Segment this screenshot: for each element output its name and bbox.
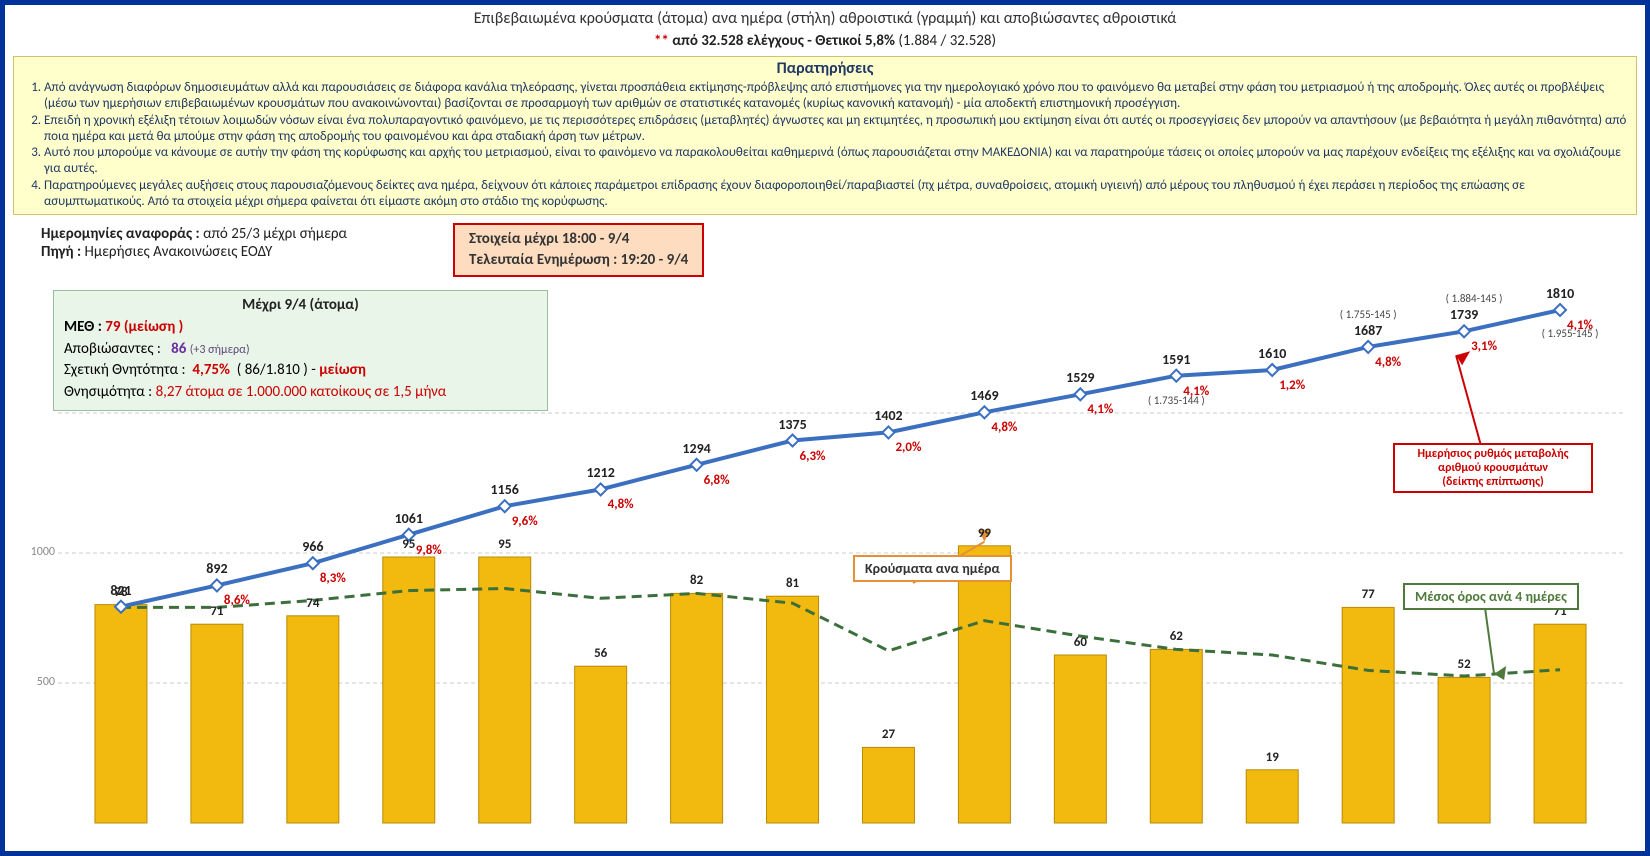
source-label: Πηγή : bbox=[41, 243, 81, 261]
pct-label: 2,0% bbox=[895, 440, 921, 455]
meta-row: Ημερομηνίες αναφοράς : από 25/3 μέχρι σή… bbox=[13, 223, 1637, 283]
cumulative-label: 821 bbox=[110, 582, 131, 599]
note-item: Επειδή η χρονική εξέλιξη τέτοιων λοιμωδώ… bbox=[44, 113, 1628, 146]
stats-box: Μέχρι 9/4 (άτομα) ΜΕΘ : 79 (μείωση ) Απο… bbox=[53, 290, 548, 411]
bar-value-label: 62 bbox=[1170, 629, 1183, 644]
stats-relmort: Σχετική Θνητότητα : 4,75% ( 86/1.810 ) -… bbox=[64, 360, 537, 382]
status-box: Στοιχεία μέχρι 18:00 - 9/4 Τελευταία Ενη… bbox=[453, 223, 704, 277]
bar-value-label: 95 bbox=[498, 537, 511, 552]
cumulative-label: 1469 bbox=[970, 387, 998, 404]
top-subtitle: ** από 32.528 ελέγχους - Θετικοί 5,8% (1… bbox=[13, 32, 1637, 50]
deaths-label: Αποβιώσαντες : bbox=[64, 340, 161, 358]
dates-label: Ημερομηνίες αναφοράς : bbox=[41, 225, 200, 243]
cumulative-label: 892 bbox=[206, 560, 227, 577]
pct-label: 6,3% bbox=[800, 449, 826, 464]
pct-label: 4,8% bbox=[1375, 355, 1401, 370]
meth-label: ΜΕΘ : bbox=[64, 318, 102, 336]
status-line-1: Στοιχεία μέχρι 18:00 - 9/4 bbox=[469, 229, 688, 250]
cumulative-label: 966 bbox=[302, 538, 323, 555]
tuple-label: ( 1.884-145 ) bbox=[1446, 292, 1503, 305]
pct-label: 8,3% bbox=[320, 571, 346, 586]
cumulative-label: 1739 bbox=[1450, 306, 1478, 323]
meth-value: 79 (μείωση ) bbox=[105, 318, 183, 336]
pct-label: 8,6% bbox=[224, 593, 250, 608]
bar-value-label: 71 bbox=[210, 604, 223, 619]
relmort-label: Σχετική Θνητότητα : bbox=[64, 361, 186, 379]
bar-value-label: 19 bbox=[1266, 750, 1279, 765]
bar-value-label: 56 bbox=[594, 646, 607, 661]
bar-value-label: 52 bbox=[1458, 657, 1471, 672]
source-value: Ημερήσιες Ανακοινώσεις ΕΟΔΥ bbox=[85, 243, 273, 261]
dates-value: από 25/3 μέχρι σήμερα bbox=[203, 225, 347, 243]
notes-list: Από ανάγνωση διαφόρων δημοσιευμάτων αλλά… bbox=[22, 80, 1628, 210]
bar-value-label: 81 bbox=[786, 576, 799, 591]
stats-deaths: Αποβιώσαντες : 86 (+3 σήμερα) bbox=[64, 339, 537, 361]
relmort-calc: ( 86/1.810 ) - bbox=[237, 361, 316, 379]
pct-label: 4,8% bbox=[991, 420, 1017, 435]
notes-title: Παρατηρήσεις bbox=[22, 59, 1628, 78]
notes-box: Παρατηρήσεις Από ανάγνωση διαφόρων δημοσ… bbox=[13, 56, 1637, 215]
mort-label: Θνησιμότητα : bbox=[64, 383, 152, 401]
tuple-label: ( 1.755-145 ) bbox=[1340, 308, 1397, 321]
cumulative-label: 1375 bbox=[778, 416, 806, 433]
cumulative-label: 1294 bbox=[682, 440, 710, 457]
note-item: Αυτό που μπορούμε να κάνουμε σε αυτήν τη… bbox=[44, 145, 1628, 178]
dates-line: Ημερομηνίες αναφοράς : από 25/3 μέχρι σή… bbox=[41, 225, 347, 243]
dates-block: Ημερομηνίες αναφοράς : από 25/3 μέχρι σή… bbox=[41, 225, 347, 261]
bar-value-label: 99 bbox=[978, 526, 991, 541]
cumulative-label: 1402 bbox=[874, 407, 902, 424]
tuple-label: ( 1.955-145 ) bbox=[1542, 327, 1599, 340]
stats-mort: Θνησιμότητα : 8,27 άτομα σε 1.000.000 κα… bbox=[64, 382, 537, 404]
cumulative-label: 1529 bbox=[1066, 369, 1094, 386]
pct-label: 6,8% bbox=[704, 473, 730, 488]
relmort-trend: μείωση bbox=[319, 361, 366, 379]
stats-meth: ΜΕΘ : 79 (μείωση ) bbox=[64, 317, 537, 339]
page: Επιβεβαιωμένα κρούσματα (άτομα) ανα ημέρ… bbox=[0, 0, 1650, 856]
callout-cases: Κρούσματα ανα ημέρα bbox=[853, 555, 1012, 582]
pct-label: 4,1% bbox=[1087, 402, 1113, 417]
relmort-value: 4,75% bbox=[192, 361, 230, 379]
stats-title: Μέχρι 9/4 (άτομα) bbox=[64, 295, 537, 317]
sub-prefix: ** bbox=[654, 32, 672, 50]
note-item: Από ανάγνωση διαφόρων δημοσιευμάτων αλλά… bbox=[44, 80, 1628, 113]
cumulative-label: 1687 bbox=[1354, 322, 1382, 339]
cumulative-label: 1156 bbox=[491, 481, 519, 498]
top-title: Επιβεβαιωμένα κρούσματα (άτομα) ανα ημέρ… bbox=[13, 9, 1637, 28]
pct-label: 9,6% bbox=[512, 514, 538, 529]
rate-l1: Ημερήσιος ρυθμός μεταβολής bbox=[1401, 447, 1585, 461]
y-tick-label: 1000 bbox=[15, 545, 55, 559]
rate-l3: (δείκτης επίπτωσης) bbox=[1401, 475, 1585, 489]
cumulative-label: 1810 bbox=[1546, 285, 1574, 302]
deaths-value: 86 bbox=[171, 340, 186, 358]
note-item: Παρατηρούμενες μεγάλες αυξήσεις στους πα… bbox=[44, 178, 1628, 211]
callout-rate: Ημερήσιος ρυθμός μεταβολήςαριθμού κρουσμ… bbox=[1393, 443, 1593, 493]
tuple-label: ( 1.735-144 ) bbox=[1148, 394, 1205, 407]
y-tick-label: 500 bbox=[15, 675, 55, 689]
source-line: Πηγή : Ημερήσιες Ανακοινώσεις ΕΟΔΥ bbox=[41, 243, 347, 261]
pct-label: 3,1% bbox=[1471, 339, 1497, 354]
bar-value-label: 77 bbox=[1362, 587, 1375, 602]
rate-l2: αριθμού κρουσμάτων bbox=[1401, 461, 1585, 475]
sub-paren: (1.884 / 32.528) bbox=[898, 32, 996, 50]
bar-value-label: 82 bbox=[690, 573, 703, 588]
cumulative-label: 1610 bbox=[1258, 345, 1286, 362]
status-line-2: Τελευταία Ενημέρωση : 19:20 - 9/4 bbox=[469, 250, 688, 271]
bar-value-label: 74 bbox=[306, 596, 319, 611]
cumulative-label: 1212 bbox=[586, 464, 614, 481]
callout-avg: Μέσος όρος ανά 4 ημέρες bbox=[1403, 583, 1579, 610]
cumulative-label: 1061 bbox=[395, 510, 423, 527]
bar-value-label: 27 bbox=[882, 727, 895, 742]
pct-label: 1,2% bbox=[1279, 378, 1305, 393]
sub-main: από 32.528 ελέγχους - Θετικοί 5,8% bbox=[672, 32, 895, 50]
bar-value-label: 60 bbox=[1074, 635, 1087, 650]
bar-value-label: 95 bbox=[402, 537, 415, 552]
deaths-note: (+3 σήμερα) bbox=[190, 343, 250, 357]
pct-label: 9,8% bbox=[416, 543, 442, 558]
pct-label: 4,8% bbox=[608, 497, 634, 512]
cumulative-label: 1591 bbox=[1162, 351, 1190, 368]
mort-value: 8,27 άτομα σε 1.000.000 κατοίκους σε 1,5… bbox=[156, 383, 447, 401]
